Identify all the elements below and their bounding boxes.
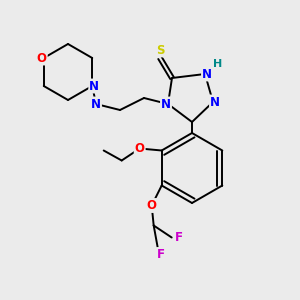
Text: O: O bbox=[135, 142, 145, 155]
Text: S: S bbox=[156, 44, 164, 56]
Text: N: N bbox=[89, 80, 99, 92]
Text: N: N bbox=[91, 98, 101, 110]
Text: N: N bbox=[161, 98, 171, 110]
Text: O: O bbox=[37, 52, 47, 64]
Text: H: H bbox=[213, 59, 223, 69]
Text: F: F bbox=[175, 231, 183, 244]
Text: F: F bbox=[157, 248, 165, 261]
Text: O: O bbox=[147, 199, 157, 212]
Text: N: N bbox=[210, 95, 220, 109]
Text: N: N bbox=[202, 68, 212, 80]
